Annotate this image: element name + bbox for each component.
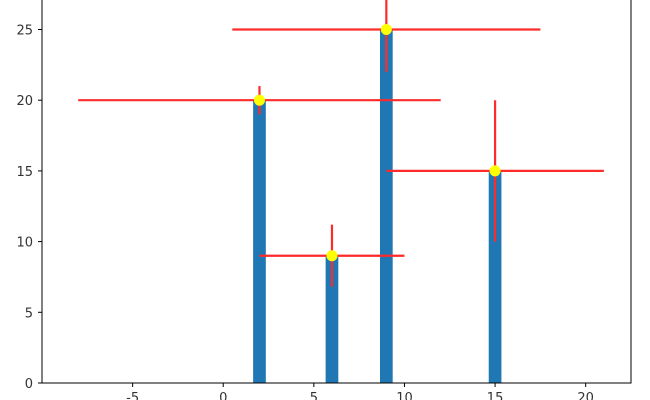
- x-axis-ticks: -5 0 5 10 15 20: [126, 383, 594, 400]
- x-tick-label-1: 0: [219, 391, 227, 400]
- plot-frame: [41, 0, 632, 384]
- x-tick-label-0: -5: [126, 391, 139, 400]
- data-point-2: [380, 23, 392, 35]
- bar-0: [253, 100, 266, 383]
- data-point-3: [489, 165, 501, 177]
- x-tick-label-4: 15: [487, 391, 504, 400]
- data-point-0: [253, 94, 265, 106]
- data-point-1: [326, 250, 338, 262]
- x-tick-label-3: 10: [396, 391, 413, 400]
- bar-3: [488, 170, 502, 383]
- y-tick-label-5: 25: [16, 23, 33, 38]
- y-tick-label-0: 0: [25, 377, 33, 392]
- y-axis-ticks: 0 5 10 15 20 25: [16, 23, 42, 392]
- x-tick-label-5: 20: [577, 391, 594, 400]
- y-tick-label-1: 5: [25, 306, 33, 321]
- bar-1: [325, 255, 339, 383]
- bar-2: [379, 29, 393, 383]
- y-tick-label-3: 15: [16, 165, 33, 180]
- x-error-bars: [78, 28, 604, 257]
- x-tick-label-2: 5: [310, 391, 318, 400]
- data-point-markers: [253, 23, 501, 262]
- y-tick-label-2: 10: [16, 236, 33, 251]
- y-error-bars: [258, 0, 497, 287]
- y-tick-label-4: 20: [16, 94, 33, 109]
- bars: [253, 29, 502, 383]
